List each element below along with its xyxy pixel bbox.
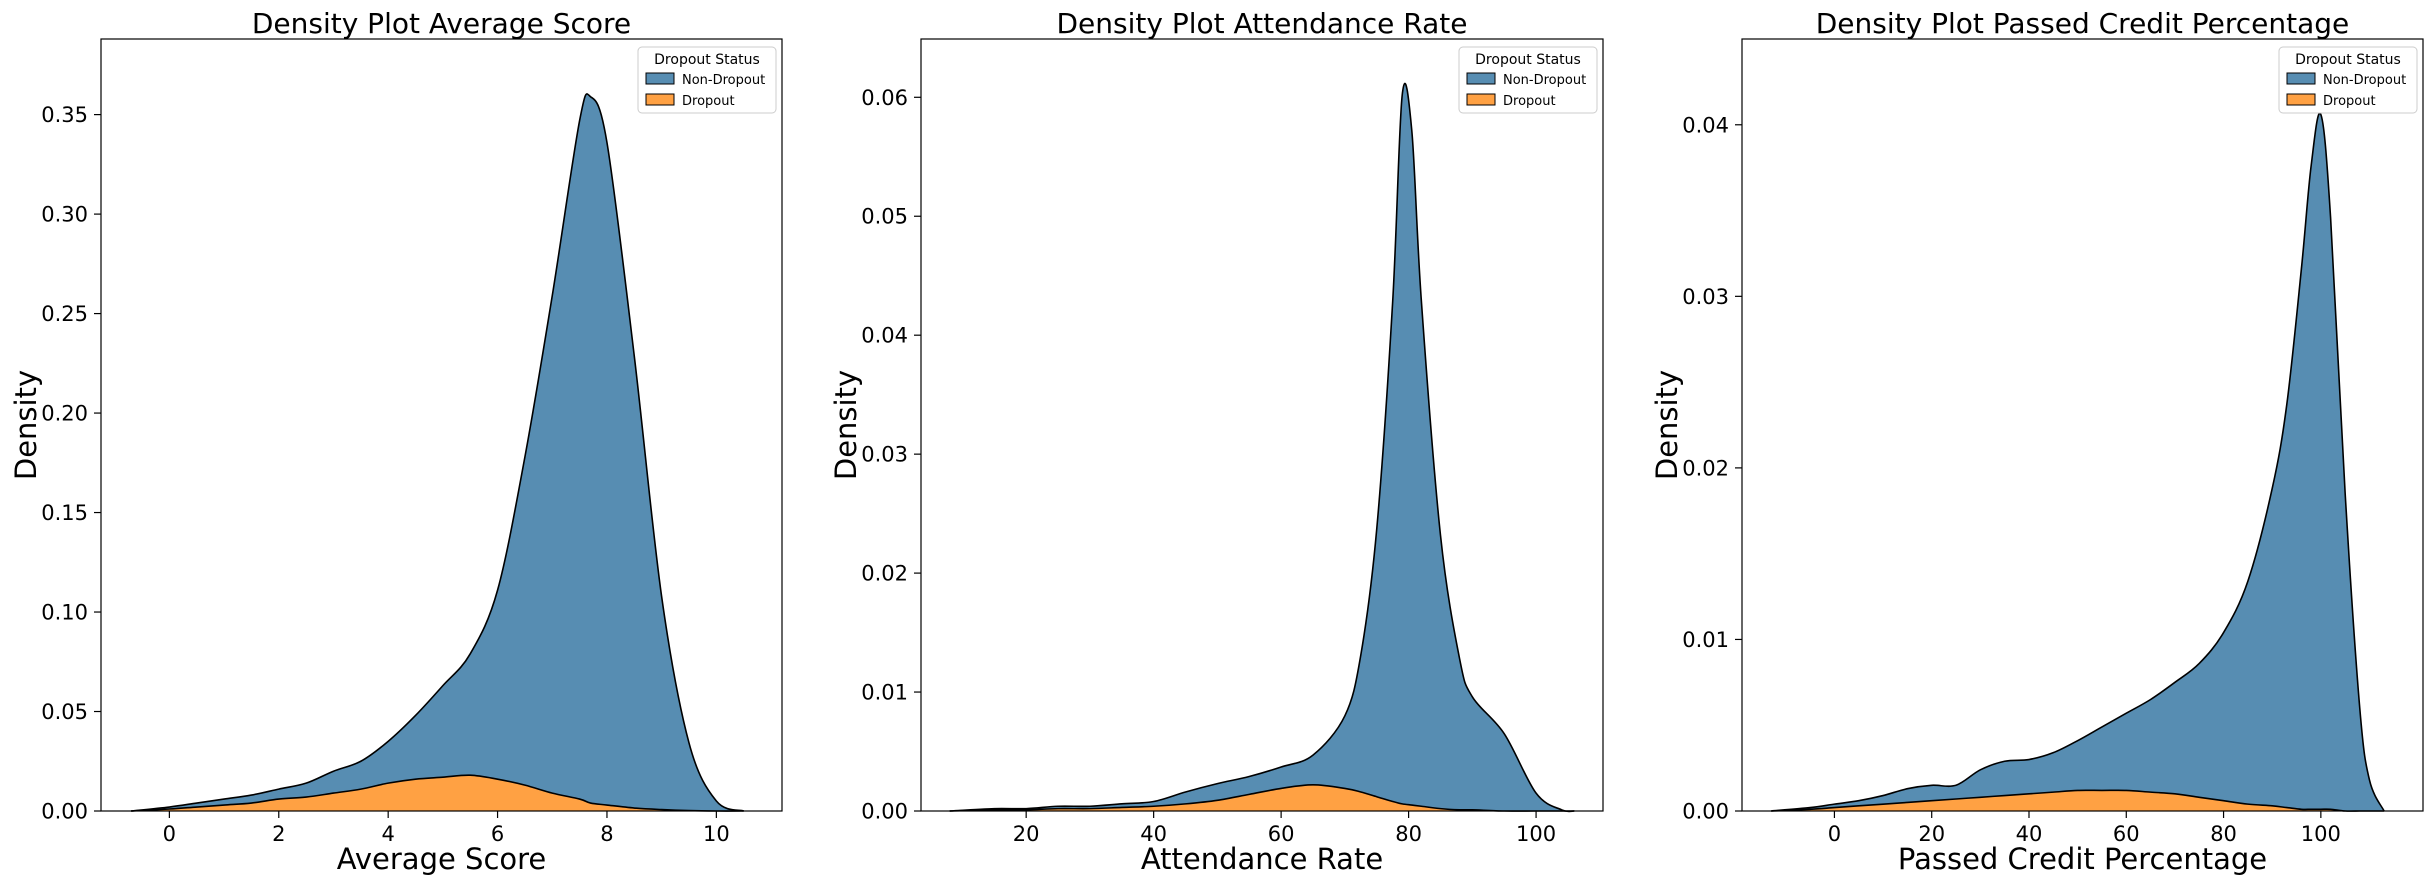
x-tick-label: 4 — [381, 822, 394, 846]
y-tick-label: 0.06 — [861, 86, 908, 110]
density-area-dropout — [131, 775, 744, 812]
x-tick-label: 40 — [2016, 822, 2043, 846]
x-tick-label: 0 — [163, 822, 176, 846]
legend-label-dropout: Dropout — [2323, 94, 2376, 109]
y-axis-label: Density — [1650, 370, 1684, 480]
legend-label-dropout: Dropout — [682, 94, 735, 109]
y-tick-label: 0.01 — [861, 681, 908, 705]
x-tick-label: 20 — [1918, 822, 1945, 846]
density-line-dropout — [131, 774, 744, 812]
y-tick-label: 0.25 — [41, 302, 88, 326]
x-ticks: 20 40 60 80 100 — [1013, 811, 1556, 846]
y-ticks: 0.00 0.05 0.10 0.15 0.20 0.25 0.30 0.35 — [41, 103, 101, 824]
y-tick-label: 0.00 — [41, 800, 88, 824]
legend-label-non-dropout: Non-Dropout — [682, 73, 765, 88]
legend-swatch-dropout — [2286, 93, 2316, 106]
density-line-dropout — [949, 784, 1575, 812]
plot-area — [130, 93, 744, 812]
legend-label-dropout: Dropout — [1503, 94, 1556, 109]
density-area-non-dropout — [1771, 113, 2385, 812]
panel-attendance-rate: Density Plot Attendance Rate 20 40 60 80 100… — [829, 7, 1604, 876]
legend-title: Dropout Status — [1475, 52, 1581, 68]
y-tick-label: 0.04 — [861, 324, 908, 348]
panel-average-score: Density Plot Average Score 0 2 4 6 8 10 0.000… — [9, 7, 783, 876]
density-area-non-dropout — [949, 83, 1575, 812]
y-tick-label: 0.01 — [1682, 628, 1729, 652]
x-tick-label: 0 — [1828, 822, 1841, 846]
x-ticks: 0 20 40 60 80 100 — [1828, 811, 2341, 846]
y-tick-label: 0.20 — [41, 402, 88, 426]
y-tick-label: 0.30 — [41, 203, 88, 227]
y-tick-label: 0.35 — [41, 103, 88, 127]
y-axis-label: Density — [9, 370, 43, 480]
density-line-non-dropout — [130, 93, 744, 812]
density-area-non-dropout — [131, 93, 744, 812]
legend-swatch-dropout — [1466, 93, 1496, 106]
x-axis-label: Attendance Rate — [1141, 842, 1383, 876]
legend-label-non-dropout: Non-Dropout — [2323, 73, 2406, 88]
x-tick-label: 2 — [272, 822, 285, 846]
panel-passed-credit-percentage: Density Plot Passed Credit Percentage 0 2… — [1650, 7, 2424, 876]
axes-frame — [1741, 38, 2424, 812]
plot-area — [949, 82, 1575, 813]
x-tick-label: 60 — [2113, 822, 2140, 846]
density-line-non-dropout — [949, 82, 1575, 813]
x-tick-label: 100 — [2301, 822, 2341, 846]
y-ticks: 0.00 0.01 0.02 0.03 0.04 0.05 0.06 — [861, 86, 921, 824]
x-tick-label: 8 — [600, 822, 613, 846]
density-area-dropout — [1771, 790, 2385, 812]
x-axis-label: Passed Credit Percentage — [1898, 842, 2267, 876]
legend-title: Dropout Status — [2295, 52, 2401, 68]
panel-title: Density Plot Attendance Rate — [1056, 7, 1467, 40]
x-tick-label: 80 — [2210, 822, 2237, 846]
x-tick-label: 100 — [1516, 822, 1556, 846]
y-tick-label: 0.02 — [1682, 456, 1729, 480]
x-tick-label: 20 — [1013, 822, 1040, 846]
x-tick-label: 10 — [703, 822, 730, 846]
x-ticks: 0 2 4 6 8 10 — [163, 811, 730, 846]
legend-swatch-dropout — [645, 93, 675, 106]
y-tick-label: 0.10 — [41, 601, 88, 625]
y-tick-label: 0.04 — [1682, 113, 1729, 137]
panel-title: Density Plot Average Score — [252, 7, 631, 40]
x-tick-label: 40 — [1140, 822, 1167, 846]
y-axis-label: Density — [829, 370, 863, 480]
x-tick-label: 80 — [1395, 822, 1422, 846]
legend-swatch-non-dropout — [1466, 72, 1496, 85]
y-tick-label: 0.05 — [41, 700, 88, 724]
panel-title: Density Plot Passed Credit Percentage — [1816, 7, 2350, 40]
x-axis-label: Average Score — [337, 842, 547, 876]
density-line-dropout — [1771, 789, 2385, 812]
y-tick-label: 0.00 — [1682, 800, 1729, 824]
x-tick-label: 60 — [1268, 822, 1295, 846]
axes-frame — [100, 38, 783, 812]
legend-swatch-non-dropout — [2286, 72, 2316, 85]
y-tick-label: 0.03 — [1682, 285, 1729, 309]
axes-frame — [920, 38, 1604, 812]
y-tick-label: 0.05 — [861, 205, 908, 229]
legend-swatch-non-dropout — [645, 72, 675, 85]
y-tick-label: 0.15 — [41, 501, 88, 525]
plot-area — [1771, 112, 2385, 812]
y-tick-label: 0.00 — [861, 800, 908, 824]
legend: Dropout Status Non-Dropout Dropout — [637, 46, 777, 114]
density-area-dropout — [949, 784, 1575, 812]
x-tick-label: 6 — [491, 822, 504, 846]
y-tick-label: 0.03 — [861, 443, 908, 467]
density-line-non-dropout — [1771, 112, 2385, 812]
legend: Dropout Status Non-Dropout Dropout — [1458, 46, 1598, 114]
legend-title: Dropout Status — [654, 52, 760, 68]
legend: Dropout Status Non-Dropout Dropout — [2278, 46, 2418, 114]
y-tick-label: 0.02 — [861, 562, 908, 586]
legend-label-non-dropout: Non-Dropout — [1503, 73, 1586, 88]
y-ticks: 0.00 0.01 0.02 0.03 0.04 — [1682, 113, 1742, 824]
